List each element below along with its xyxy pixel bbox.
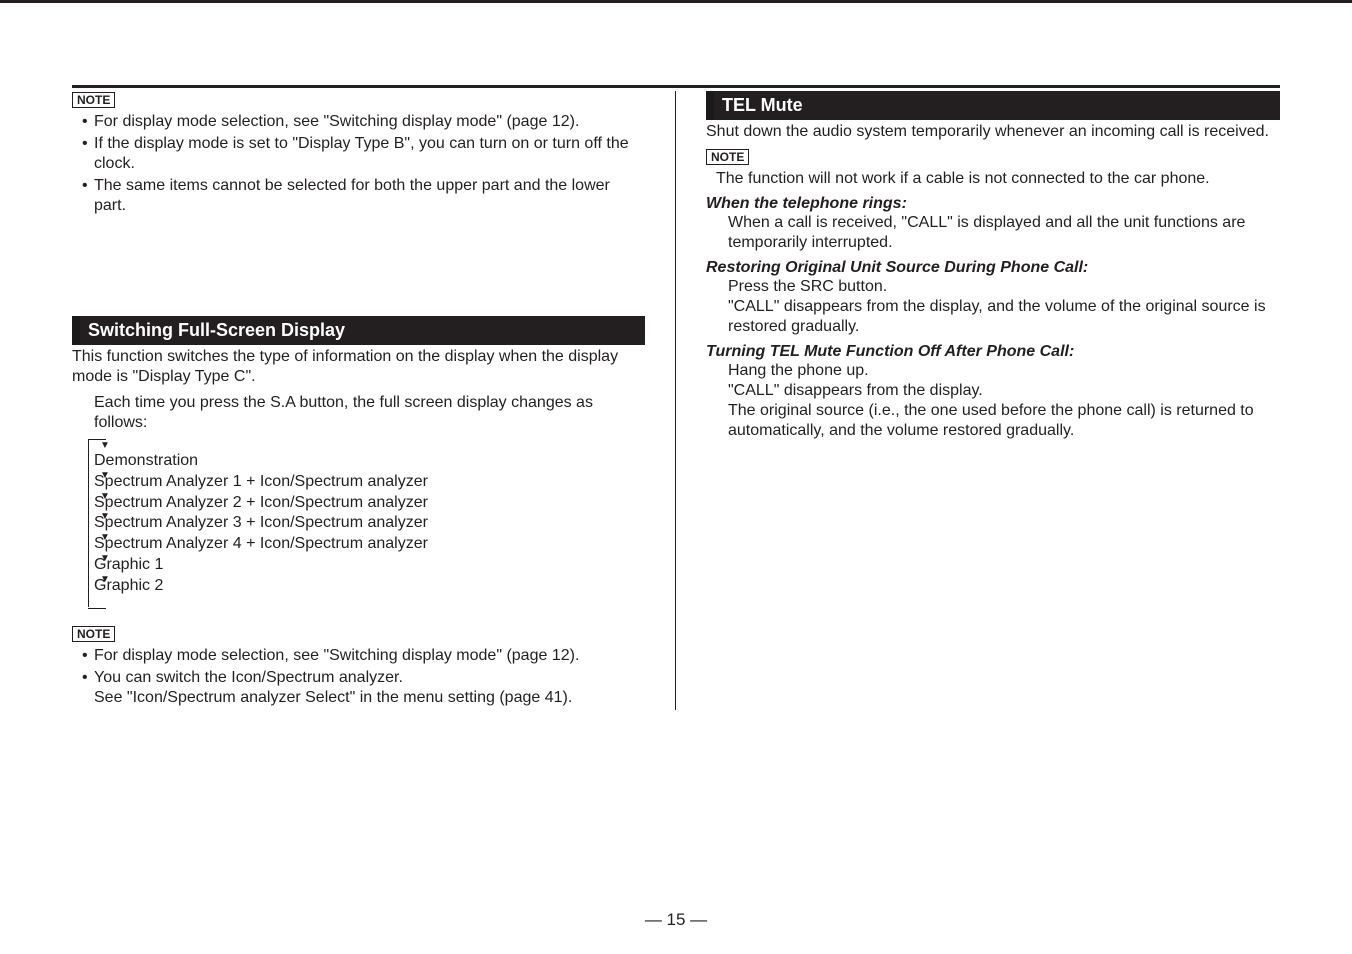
note-text: You can switch the Icon/Spectrum analyze… <box>94 668 645 708</box>
flow-label: Spectrum Analyzer 4 + Icon/Spectrum anal… <box>94 535 428 552</box>
top-rule <box>72 85 1280 88</box>
flow-item: ▼Graphic 1 <box>94 555 645 576</box>
sub-body: When a call is received, "CALL" is displ… <box>706 213 1280 253</box>
bullet-dot: • <box>82 668 94 708</box>
flow-item: ▼Spectrum Analyzer 2 + Icon/Spectrum ana… <box>94 493 645 514</box>
flow-label: Spectrum Analyzer 1 + Icon/Spectrum anal… <box>94 473 428 490</box>
section-body: Each time you press the S.A button, the … <box>72 393 645 433</box>
sub-heading: Restoring Original Unit Source During Ph… <box>706 259 1280 277</box>
vertical-spacer <box>72 218 645 316</box>
sub-heading: When the telephone rings: <box>706 195 1280 213</box>
note-body: The function will not work if a cable is… <box>706 169 1280 189</box>
down-arrow-icon: ▼ <box>100 469 110 482</box>
note-label: NOTE <box>706 149 749 165</box>
flow-item: ▼Graphic 2 <box>94 576 645 597</box>
flow-list: ▼ Demonstration ▼Spectrum Analyzer 1 + I… <box>72 437 645 611</box>
down-arrow-icon: ▼ <box>100 573 110 586</box>
left-column: NOTE • For display mode selection, see "… <box>72 91 676 710</box>
bullet-dot: • <box>82 112 94 132</box>
note-item: • You can switch the Icon/Spectrum analy… <box>82 668 645 708</box>
sub-heading: Turning TEL Mute Function Off After Phon… <box>706 343 1280 361</box>
page-number: — 15 — <box>0 910 1352 930</box>
bullet-dot: • <box>82 646 94 666</box>
note-item: • For display mode selection, see "Switc… <box>82 112 645 132</box>
flow-item: ▼Spectrum Analyzer 4 + Icon/Spectrum ana… <box>94 534 645 555</box>
note-text: For display mode selection, see "Switchi… <box>94 646 645 666</box>
down-arrow-icon: ▼ <box>100 490 110 503</box>
flow-item: ▼Spectrum Analyzer 3 + Icon/Spectrum ana… <box>94 513 645 534</box>
manual-page: NOTE • For display mode selection, see "… <box>0 0 1352 954</box>
right-column: TEL Mute Shut down the audio system temp… <box>676 91 1280 710</box>
sub-body: Hang the phone up. "CALL" disappears fro… <box>706 361 1280 441</box>
note-text: For display mode selection, see "Switchi… <box>94 112 645 132</box>
bullet-dot: • <box>82 176 94 216</box>
note-item: • The same items cannot be selected for … <box>82 176 645 216</box>
down-arrow-icon: ▼ <box>100 531 110 544</box>
section-heading: Switching Full-Screen Display <box>72 316 645 345</box>
flow-loop-top: ▼ <box>88 437 645 451</box>
sub-body: Press the SRC button. "CALL" disappears … <box>706 277 1280 337</box>
section-intro: This function switches the type of infor… <box>72 347 645 387</box>
note-text: The same items cannot be selected for bo… <box>94 176 645 216</box>
bullet-dot: • <box>82 134 94 174</box>
section-intro: Shut down the audio system temporarily w… <box>706 122 1280 142</box>
down-arrow-icon: ▼ <box>100 510 110 523</box>
flow-label: Demonstration <box>94 452 198 469</box>
note-item: • If the display mode is set to "Display… <box>82 134 645 174</box>
section-heading: TEL Mute <box>706 91 1280 120</box>
note-label: NOTE <box>72 626 115 642</box>
note-text: If the display mode is set to "Display T… <box>94 134 645 174</box>
flow-label: Spectrum Analyzer 3 + Icon/Spectrum anal… <box>94 514 428 531</box>
flow-loop-bottom <box>88 597 645 611</box>
two-column-layout: NOTE • For display mode selection, see "… <box>72 91 1280 710</box>
flow-label: Spectrum Analyzer 2 + Icon/Spectrum anal… <box>94 494 428 511</box>
note-label: NOTE <box>72 92 115 108</box>
small-spacer <box>72 611 645 625</box>
note-item: • For display mode selection, see "Switc… <box>82 646 645 666</box>
note-list-top: • For display mode selection, see "Switc… <box>72 112 645 216</box>
down-arrow-icon: ▼ <box>100 552 110 565</box>
flow-item: ▼Spectrum Analyzer 1 + Icon/Spectrum ana… <box>94 472 645 493</box>
flow-item: Demonstration <box>94 451 645 472</box>
note-list-bottom: • For display mode selection, see "Switc… <box>72 646 645 708</box>
